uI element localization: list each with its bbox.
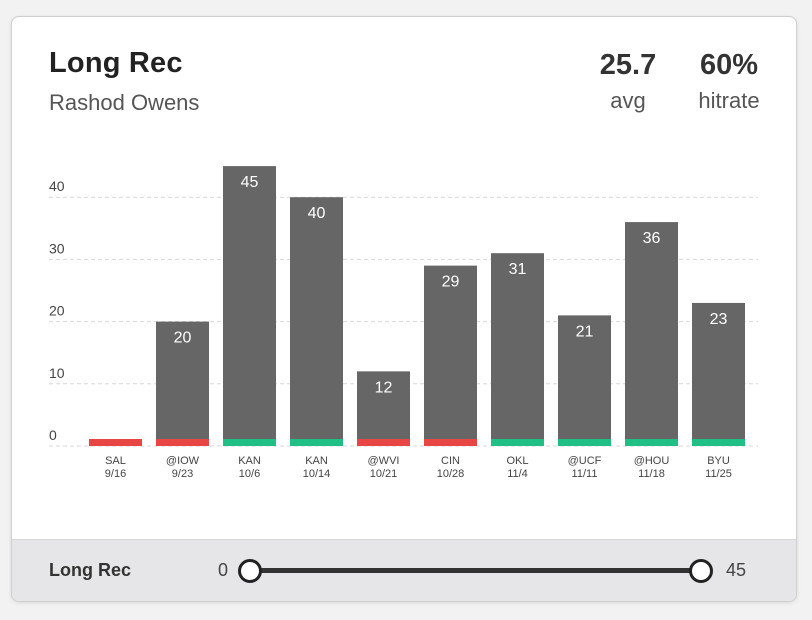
stat-card: Long Rec Rashod Owens 25.7 avg 60% hitra… [11,16,797,602]
range-max-value: 45 [726,560,747,580]
game-log-bar-chart: 010203040SAL9/1620@IOW9/2345KAN10/640KAN… [49,166,758,480]
filter-label: Long Rec [49,560,132,580]
bar-value-label: 21 [576,323,594,340]
x-tick-date: 10/21 [370,468,398,480]
range-min-value: 0 [218,560,229,580]
x-tick-date: 10/6 [239,468,260,480]
bar-outcome-marker [357,439,410,446]
y-tick-label: 30 [49,240,65,256]
x-tick-opponent: KAN [305,455,328,467]
x-tick-opponent: @HOU [634,455,670,467]
x-tick-date: 9/23 [172,468,193,480]
bar [424,265,477,446]
x-tick-opponent: @IOW [166,455,200,467]
range-slider-max-handle[interactable] [689,559,713,583]
avg-stat: 25.7 avg [587,49,669,114]
bar [692,302,745,446]
bar-value-label: 29 [442,274,460,291]
bar [223,166,276,446]
x-tick-opponent: BYU [707,455,730,467]
bar-outcome-marker [692,439,745,446]
x-tick-opponent: KAN [238,455,261,467]
hitrate-label: hitrate [698,88,760,113]
y-tick-label: 20 [49,303,65,319]
bar-value-label: 12 [375,379,393,396]
bar [290,197,343,446]
bar-value-label: 36 [643,230,661,247]
bar-outcome-marker [89,439,142,446]
x-tick-date: 9/16 [105,468,126,480]
range-slider-track[interactable] [249,568,701,573]
bar-outcome-marker [491,439,544,446]
filter-bar: Long Rec 0 45 [12,539,796,601]
x-tick-date: 11/4 [507,468,528,480]
y-tick-label: 40 [49,178,65,194]
bar-outcome-marker [558,439,611,446]
bar-value-label: 31 [509,261,527,278]
x-tick-date: 10/28 [437,468,465,480]
y-tick-label: 10 [49,365,65,381]
hitrate-stat: 60% hitrate [680,49,778,114]
avg-label: avg [610,88,646,113]
x-tick-opponent: SAL [105,455,126,467]
hitrate-value: 60% [699,49,759,81]
bar [357,371,410,446]
x-tick-opponent: @UCF [568,455,602,467]
x-tick-date: 10/14 [303,468,331,480]
x-tick-date: 11/18 [638,468,665,480]
bar-outcome-marker [223,439,276,446]
bar [156,321,209,446]
stat-title: Long Rec [49,47,183,79]
bar-outcome-marker [625,439,678,446]
x-tick-date: 11/25 [705,468,732,480]
x-tick-opponent: OKL [506,455,528,467]
bar-outcome-marker [156,439,209,446]
range-slider-min-handle[interactable] [238,559,262,583]
bar [625,222,678,446]
y-tick-label: 0 [49,427,57,443]
bar-outcome-marker [290,439,343,446]
bar-outcome-marker [424,439,477,446]
bar [491,253,544,446]
bar-value-label: 23 [710,311,728,328]
player-name: Rashod Owens [49,90,200,115]
x-tick-date: 11/11 [572,468,598,480]
x-tick-opponent: @WVI [368,455,400,467]
bar [558,315,611,446]
bar-value-label: 20 [174,330,192,347]
avg-value: 25.7 [599,49,657,81]
x-tick-opponent: CIN [441,455,460,467]
bar-value-label: 40 [308,205,326,222]
bar-value-label: 45 [241,174,259,191]
